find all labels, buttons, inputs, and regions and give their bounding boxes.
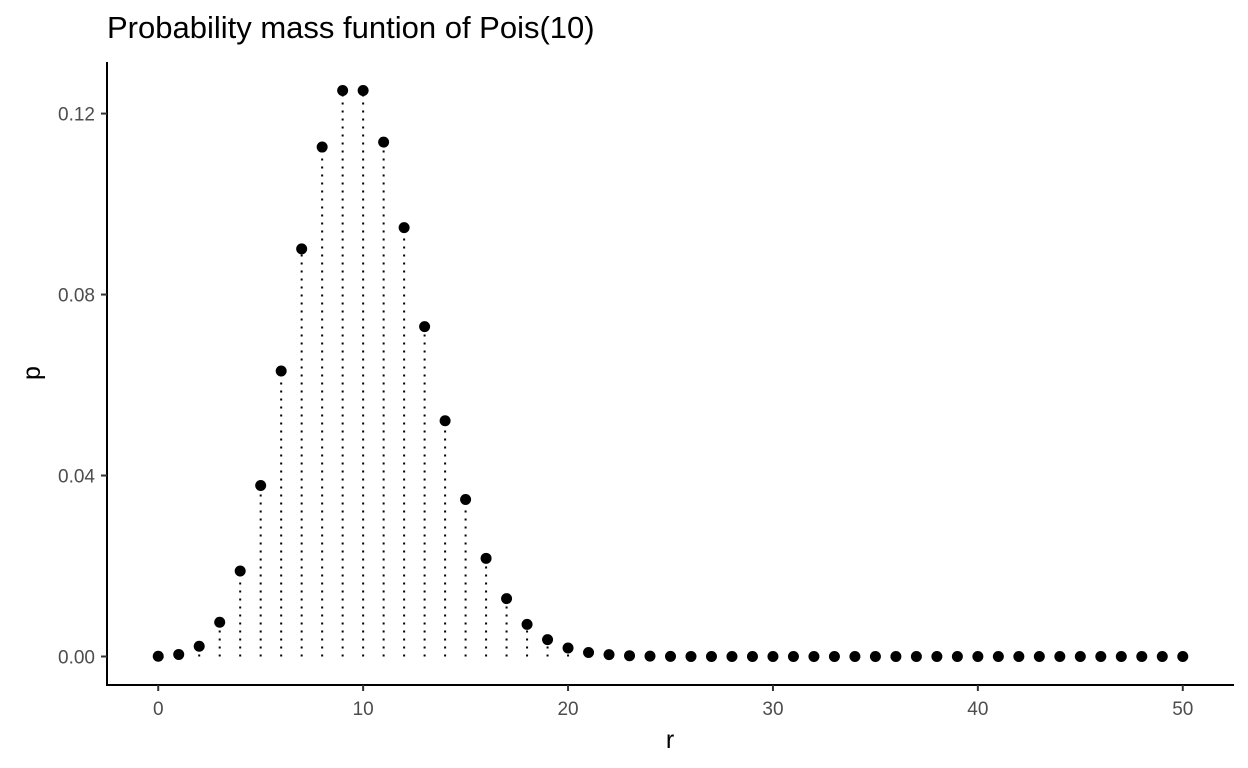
point-35 xyxy=(869,650,881,662)
point-4 xyxy=(234,565,246,577)
point-20 xyxy=(562,642,574,654)
point-37 xyxy=(910,650,922,662)
y-tick-label: 0.04 xyxy=(58,467,95,488)
point-10 xyxy=(357,85,369,97)
point-9 xyxy=(337,85,349,97)
point-14 xyxy=(439,415,451,427)
point-27 xyxy=(705,650,717,662)
y-tick-label: 0.12 xyxy=(58,105,95,126)
point-48 xyxy=(1136,650,1148,662)
point-6 xyxy=(275,365,287,377)
point-43 xyxy=(1033,650,1045,662)
x-tick-label: 50 xyxy=(1172,699,1193,720)
point-44 xyxy=(1054,650,1066,662)
x-tick-label: 10 xyxy=(353,699,374,720)
x-tick-label: 20 xyxy=(557,699,578,720)
y-tick-label: 0.00 xyxy=(58,647,95,668)
point-32 xyxy=(808,650,820,662)
point-12 xyxy=(398,222,410,234)
x-tick-label: 40 xyxy=(967,699,988,720)
point-11 xyxy=(378,136,390,148)
point-5 xyxy=(255,479,267,491)
x-axis-ticks: 0 10 20 30 40 50 xyxy=(153,685,1193,720)
stems-layer xyxy=(157,90,795,657)
point-50 xyxy=(1177,650,1189,662)
point-39 xyxy=(951,650,963,662)
point-49 xyxy=(1156,650,1168,662)
point-25 xyxy=(665,650,676,662)
points-layer xyxy=(152,85,1189,662)
point-1 xyxy=(173,648,185,660)
chart-title: Probability mass funtion of Pois(10) xyxy=(107,10,595,45)
point-23 xyxy=(624,650,636,662)
point-33 xyxy=(828,650,840,662)
point-3 xyxy=(214,616,226,628)
point-13 xyxy=(419,321,431,333)
point-22 xyxy=(603,649,615,661)
point-8 xyxy=(316,141,328,153)
point-21 xyxy=(583,646,595,658)
point-45 xyxy=(1074,650,1086,662)
point-19 xyxy=(542,634,554,646)
x-tick-label: 0 xyxy=(153,699,164,720)
point-46 xyxy=(1095,650,1107,662)
point-31 xyxy=(787,650,799,662)
point-26 xyxy=(685,650,697,662)
point-7 xyxy=(296,243,308,255)
point-2 xyxy=(193,640,205,652)
point-38 xyxy=(931,650,943,662)
point-29 xyxy=(746,650,758,662)
y-axis-ticks: 0.00 0.04 0.08 0.12 xyxy=(58,105,107,668)
point-41 xyxy=(992,650,1004,662)
point-28 xyxy=(726,650,738,662)
point-47 xyxy=(1115,650,1127,662)
y-axis-title: p xyxy=(18,366,46,380)
point-0 xyxy=(152,650,164,662)
x-axis-title: r xyxy=(666,726,674,754)
point-24 xyxy=(644,650,656,662)
point-36 xyxy=(890,650,902,662)
point-16 xyxy=(480,552,492,564)
point-30 xyxy=(767,650,779,662)
x-tick-label: 30 xyxy=(762,699,783,720)
point-15 xyxy=(460,494,472,506)
point-17 xyxy=(501,593,513,605)
y-tick-label: 0.08 xyxy=(58,286,95,307)
point-34 xyxy=(849,650,861,662)
point-18 xyxy=(521,618,533,630)
point-40 xyxy=(972,650,984,662)
point-42 xyxy=(1013,650,1025,662)
